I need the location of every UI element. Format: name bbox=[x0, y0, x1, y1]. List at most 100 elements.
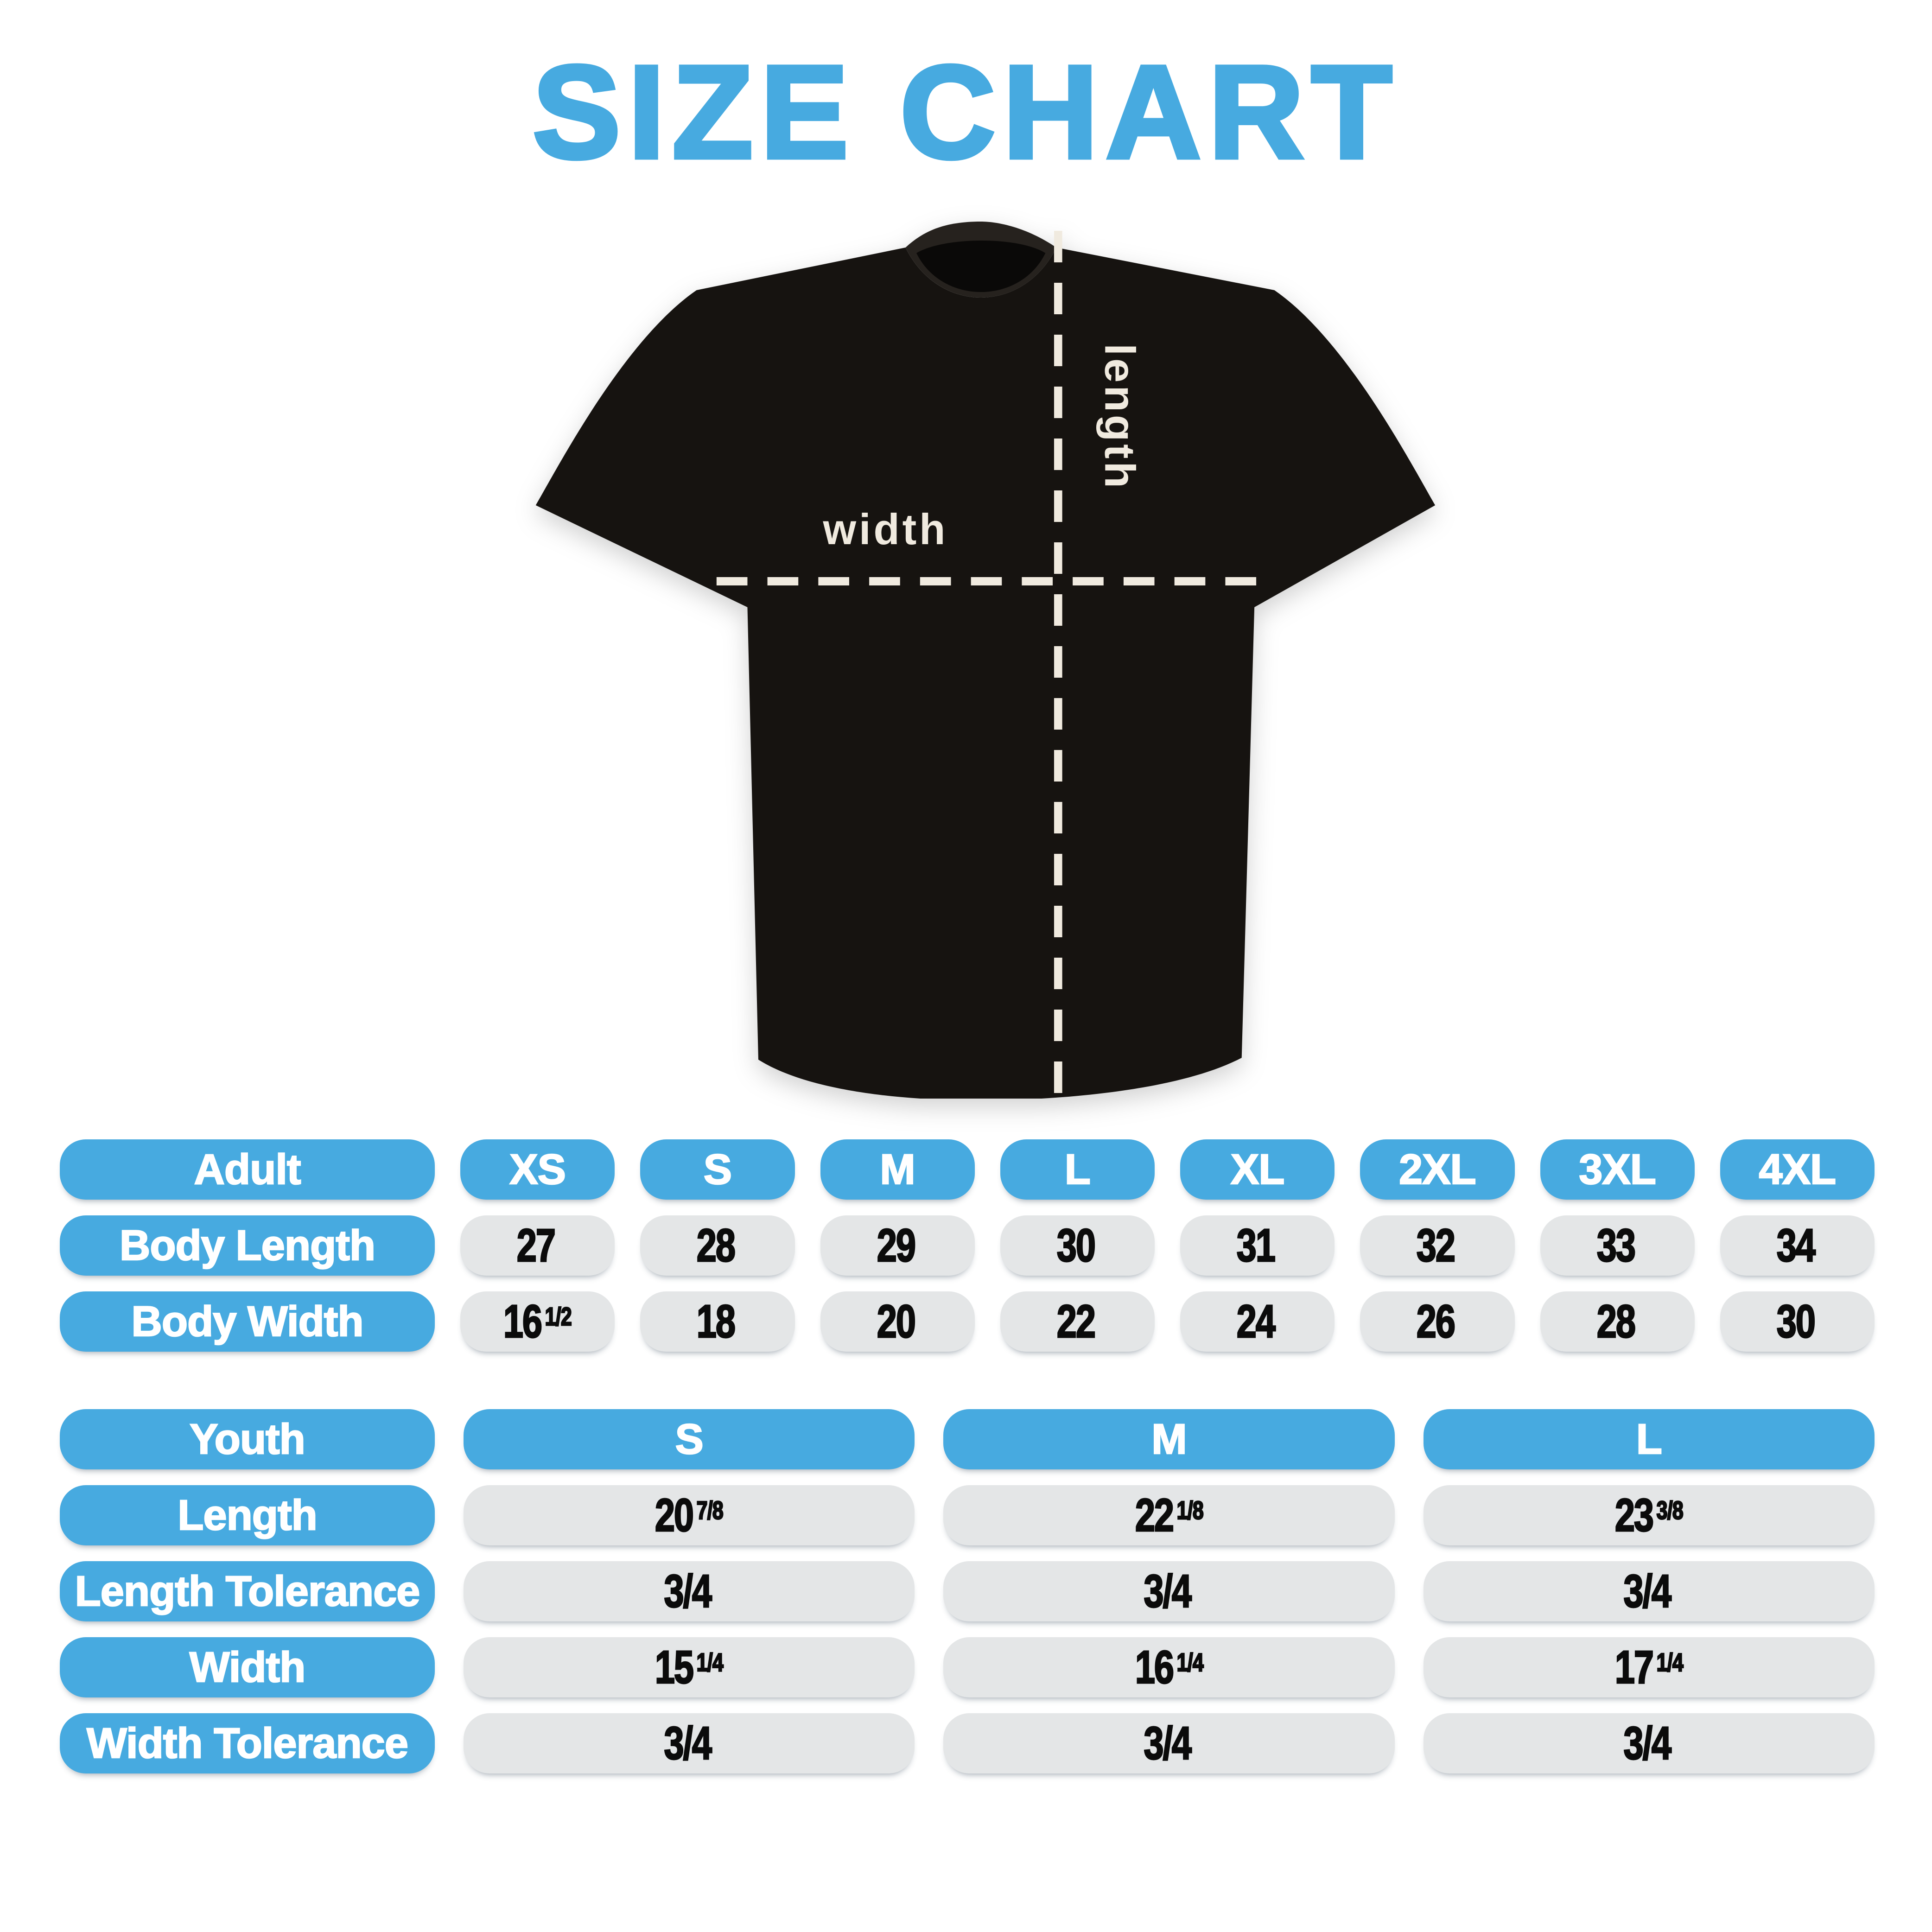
value-main: 3/4 bbox=[1143, 1716, 1192, 1770]
row-label: Length bbox=[177, 1491, 318, 1539]
cell-length-s: 20 7/8 bbox=[464, 1485, 915, 1545]
tshirt-graphic: width length bbox=[535, 222, 1436, 1100]
value-fraction: 1/4 bbox=[696, 1647, 724, 1677]
cell-value: 34 bbox=[1776, 1219, 1818, 1272]
cell-value: 3/4 bbox=[1623, 1564, 1674, 1618]
col-header-label: S bbox=[674, 1415, 704, 1463]
col-header-label: 4XL bbox=[1758, 1145, 1837, 1194]
cell-value: 3/4 bbox=[663, 1564, 714, 1618]
cell-value: 16 1/2 bbox=[503, 1295, 572, 1348]
cell-value: 3/4 bbox=[663, 1716, 714, 1770]
value-main: 3/4 bbox=[663, 1564, 712, 1618]
cell-value: 32 bbox=[1416, 1219, 1458, 1272]
cell-value: 18 bbox=[696, 1295, 738, 1348]
value-main: 3/4 bbox=[1623, 1716, 1672, 1770]
col-header-label: XS bbox=[509, 1145, 566, 1194]
cell-body-width-3xl: 28 bbox=[1540, 1291, 1695, 1352]
adult-col-header-2xl: 2XL bbox=[1360, 1139, 1515, 1200]
adult-header-label: Adult bbox=[193, 1145, 302, 1194]
adult-col-header-l: L bbox=[1000, 1139, 1155, 1200]
cell-value: 22 1/8 bbox=[1134, 1488, 1204, 1542]
value-main: 3/4 bbox=[1623, 1564, 1672, 1618]
value-main: 22 bbox=[1056, 1295, 1096, 1348]
adult-size-table: Adult XS S M L XL 2XL 3XL 4XL Body Lengt… bbox=[60, 1139, 1875, 1352]
col-header-label: XL bbox=[1230, 1145, 1285, 1194]
row-label: Width Tolerance bbox=[86, 1719, 409, 1767]
cell-width-l: 17 1/4 bbox=[1423, 1637, 1875, 1697]
cell-width-s: 15 1/4 bbox=[464, 1637, 915, 1697]
value-main: 22 bbox=[1134, 1488, 1175, 1542]
adult-table-header: Adult bbox=[60, 1139, 435, 1200]
cell-value: 24 bbox=[1236, 1295, 1278, 1348]
cell-body-length-4xl: 34 bbox=[1720, 1215, 1875, 1276]
adult-col-header-xs: XS bbox=[460, 1139, 615, 1200]
cell-body-width-xs: 16 1/2 bbox=[460, 1291, 615, 1352]
cell-body-length-l: 30 bbox=[1000, 1215, 1155, 1276]
value-main: 24 bbox=[1236, 1295, 1277, 1348]
value-main: 27 bbox=[516, 1219, 557, 1272]
value-main: 28 bbox=[696, 1219, 737, 1272]
value-fraction: 3/8 bbox=[1656, 1495, 1684, 1525]
value-main: 23 bbox=[1614, 1488, 1655, 1542]
value-main: 28 bbox=[1596, 1295, 1636, 1348]
col-header-label: S bbox=[703, 1145, 732, 1194]
page-title: SIZE CHART bbox=[531, 38, 1399, 186]
adult-col-header-3xl: 3XL bbox=[1540, 1139, 1695, 1200]
youth-header-label: Youth bbox=[189, 1415, 306, 1463]
col-header-label: M bbox=[879, 1145, 916, 1194]
cell-body-length-xl: 31 bbox=[1180, 1215, 1335, 1276]
cell-value: 26 bbox=[1416, 1295, 1458, 1348]
value-main: 29 bbox=[876, 1219, 916, 1272]
cell-length-tolerance-l: 3/4 bbox=[1423, 1561, 1875, 1621]
cell-body-length-3xl: 33 bbox=[1540, 1215, 1695, 1276]
cell-value: 3/4 bbox=[1143, 1564, 1194, 1618]
tshirt-diagram: width length bbox=[531, 218, 1440, 1100]
cell-value: 30 bbox=[1776, 1295, 1818, 1348]
col-header-label: M bbox=[1151, 1415, 1188, 1463]
cell-length-tolerance-s: 3/4 bbox=[464, 1561, 915, 1621]
value-main: 17 bbox=[1614, 1640, 1655, 1694]
col-header-label: L bbox=[1064, 1145, 1092, 1194]
value-main: 16 bbox=[1134, 1640, 1175, 1694]
cell-value: 22 bbox=[1056, 1295, 1098, 1348]
cell-value: 33 bbox=[1596, 1219, 1638, 1272]
cell-value: 15 1/4 bbox=[655, 1640, 724, 1694]
row-label: Body Width bbox=[131, 1297, 364, 1346]
cell-width-m: 16 1/4 bbox=[943, 1637, 1395, 1697]
value-main: 3/4 bbox=[663, 1716, 712, 1770]
cell-body-length-s: 28 bbox=[640, 1215, 795, 1276]
row-label-length-tolerance: Length Tolerance bbox=[60, 1561, 435, 1621]
youth-col-header-m: M bbox=[943, 1409, 1395, 1469]
cell-body-length-xs: 27 bbox=[460, 1215, 615, 1276]
cell-width-tolerance-s: 3/4 bbox=[464, 1713, 915, 1773]
value-main: 16 bbox=[503, 1295, 543, 1348]
cell-value: 28 bbox=[696, 1219, 738, 1272]
value-main: 30 bbox=[1776, 1295, 1816, 1348]
width-label: width bbox=[822, 505, 948, 553]
value-main: 32 bbox=[1416, 1219, 1456, 1272]
cell-body-width-l: 22 bbox=[1000, 1291, 1155, 1352]
cell-value: 3/4 bbox=[1623, 1716, 1674, 1770]
adult-col-header-4xl: 4XL bbox=[1720, 1139, 1875, 1200]
value-fraction: 7/8 bbox=[696, 1495, 724, 1525]
cell-length-m: 22 1/8 bbox=[943, 1485, 1395, 1545]
value-main: 20 bbox=[876, 1295, 916, 1348]
adult-col-header-m: M bbox=[820, 1139, 975, 1200]
adult-col-header-xl: XL bbox=[1180, 1139, 1335, 1200]
row-label-length: Length bbox=[60, 1485, 435, 1545]
value-main: 3/4 bbox=[1143, 1564, 1192, 1618]
youth-col-header-s: S bbox=[464, 1409, 915, 1469]
value-main: 15 bbox=[655, 1640, 695, 1694]
value-main: 34 bbox=[1776, 1219, 1816, 1272]
value-main: 26 bbox=[1416, 1295, 1456, 1348]
value-main: 30 bbox=[1056, 1219, 1096, 1272]
cell-value: 30 bbox=[1056, 1219, 1098, 1272]
value-fraction: 1/4 bbox=[1176, 1647, 1204, 1677]
cell-length-tolerance-m: 3/4 bbox=[943, 1561, 1395, 1621]
value-main: 18 bbox=[696, 1295, 737, 1348]
cell-length-l: 23 3/8 bbox=[1423, 1485, 1875, 1545]
cell-width-tolerance-m: 3/4 bbox=[943, 1713, 1395, 1773]
cell-value: 16 1/4 bbox=[1134, 1640, 1204, 1694]
row-label: Length Tolerance bbox=[74, 1567, 420, 1615]
col-header-label: 2XL bbox=[1398, 1145, 1477, 1194]
